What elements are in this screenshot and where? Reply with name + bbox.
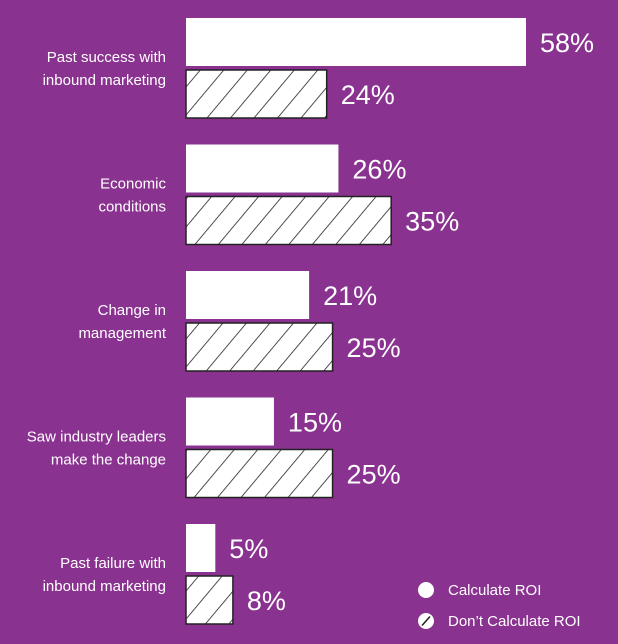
category-label: inbound marketing: [43, 578, 166, 595]
data-label: 21%: [323, 281, 377, 311]
category-label: Economic: [100, 176, 166, 193]
data-label: 8%: [247, 586, 286, 616]
bar-dont-calculate-roi: [185, 575, 234, 625]
legend: Calculate ROI Don’t Calculate ROI: [418, 582, 581, 630]
bar-calculate-roi: [186, 18, 526, 66]
bar-dont-calculate-roi: [185, 69, 328, 119]
bar-group: Change in management 21% 25%: [78, 271, 401, 372]
bar-group: Past success with inbound marketing 58% 24%: [43, 18, 594, 119]
category-label: management: [78, 325, 166, 342]
category-label: inbound marketing: [43, 72, 166, 89]
category-label: Past success with: [47, 49, 166, 66]
category-label: Past failure with: [60, 555, 166, 572]
bar-calculate-roi: [186, 397, 274, 446]
legend-label: Don’t Calculate ROI: [448, 613, 581, 630]
data-label: 58%: [540, 28, 594, 58]
category-label: Change in: [98, 302, 166, 319]
data-label: 24%: [341, 80, 395, 110]
data-label: 5%: [229, 534, 268, 564]
bar-calculate-roi: [186, 144, 339, 193]
category-label: conditions: [98, 199, 166, 216]
data-label: 35%: [405, 207, 459, 237]
bar-dont-calculate-roi: [185, 195, 392, 246]
data-label: 25%: [347, 460, 401, 490]
bar-dont-calculate-roi: [185, 448, 334, 499]
bar-group: Past failure with inbound marketing 5% 8%: [43, 524, 286, 625]
legend-solid-swatch-icon: [418, 582, 434, 598]
bar-calculate-roi: [186, 524, 216, 572]
legend-label: Calculate ROI: [448, 582, 541, 599]
category-label: Saw industry leaders: [27, 429, 166, 446]
data-label: 25%: [347, 333, 401, 363]
bar-dont-calculate-roi: [185, 322, 334, 372]
category-label: make the change: [51, 452, 166, 469]
legend-hatch-stroke: [421, 616, 431, 626]
bar-group: Economic conditions 26% 35%: [98, 144, 459, 246]
data-label: 15%: [288, 408, 342, 438]
bar-group: Saw industry leaders make the change 15%25…: [27, 397, 401, 499]
bar-calculate-roi: [186, 271, 310, 319]
data-label: 26%: [352, 155, 406, 185]
